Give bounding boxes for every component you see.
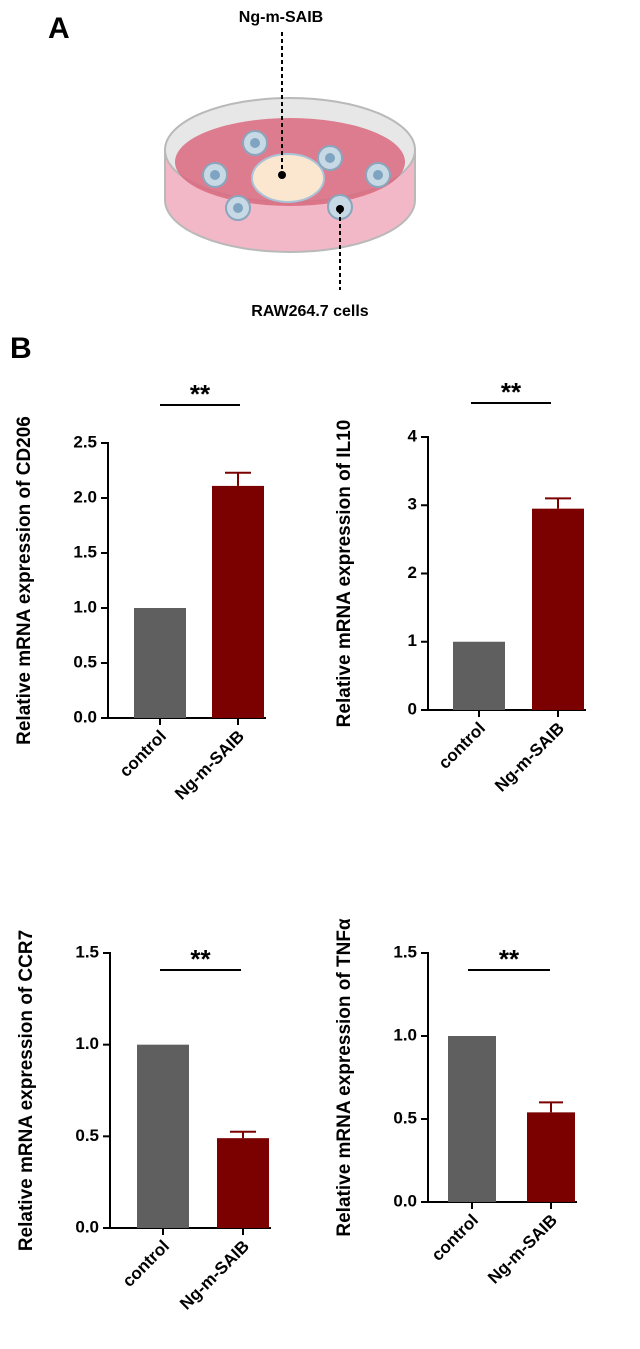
y-axis-label: Relative mRNA expression of CCR7 [16,930,37,1251]
y-tick-label: 1.0 [393,1025,417,1044]
y-axis-label: Relative mRNA expression of CD206 [14,416,35,745]
x-tick-label: control [116,727,170,781]
x-tick-label: control [435,719,489,773]
y-tick-label: 1.0 [75,1034,99,1053]
panel-label: A [48,12,70,45]
x-tick-label: Ng-m-SAIB [484,1211,561,1288]
y-tick-label: 1.0 [73,597,97,616]
y-tick-label: 0.0 [393,1191,417,1210]
x-tick-label: control [428,1211,482,1265]
bar [527,1112,575,1202]
significance-label: ** [499,944,520,974]
significance-label: ** [501,377,522,407]
y-tick-label: 2.0 [73,487,97,506]
y-tick-label: 1 [408,631,417,650]
y-tick-label: 1.5 [75,942,99,961]
y-tick-label: 2.5 [73,432,97,451]
significance-label: ** [190,379,211,409]
y-tick-label: 0 [408,699,417,718]
x-tick-label: Ng-m-SAIB [176,1237,253,1314]
bar [212,485,264,718]
y-tick-label: 2 [408,563,417,582]
y-axis-label: Relative mRNA expression of IL10 [334,420,355,728]
petri-dish [164,32,416,290]
y-tick-label: 0.0 [73,707,97,726]
bar [137,1044,189,1228]
panel-label: B [10,332,32,365]
y-axis-label: Relative mRNA expression of TNFα [334,918,355,1237]
bar [217,1138,269,1228]
bar [532,508,584,710]
y-tick-label: 0.5 [75,1126,99,1145]
y-tick-label: 0.5 [73,652,97,671]
y-tick-label: 0.0 [75,1217,99,1236]
y-tick-label: 1.5 [393,942,417,961]
bar [448,1036,496,1202]
significance-label: ** [190,944,211,974]
x-tick-label: Ng-m-SAIB [171,727,248,804]
diagram-label: Ng-m-SAIB [239,9,323,26]
bar [453,641,505,710]
y-tick-label: 0.5 [393,1108,417,1127]
x-tick-label: Ng-m-SAIB [491,719,568,796]
y-tick-label: 4 [408,426,418,445]
y-tick-label: 1.5 [73,542,97,561]
y-tick-label: 3 [408,495,417,514]
bar [134,608,186,718]
diagram-label: RAW264.7 cells [251,303,369,320]
x-tick-label: control [119,1237,173,1291]
